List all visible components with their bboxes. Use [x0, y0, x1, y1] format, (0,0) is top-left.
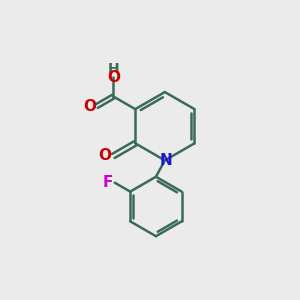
Text: O: O — [84, 99, 97, 114]
Text: F: F — [103, 175, 113, 190]
Text: N: N — [160, 153, 173, 168]
Text: O: O — [107, 70, 120, 85]
Text: H: H — [108, 62, 119, 76]
Text: O: O — [99, 148, 112, 164]
